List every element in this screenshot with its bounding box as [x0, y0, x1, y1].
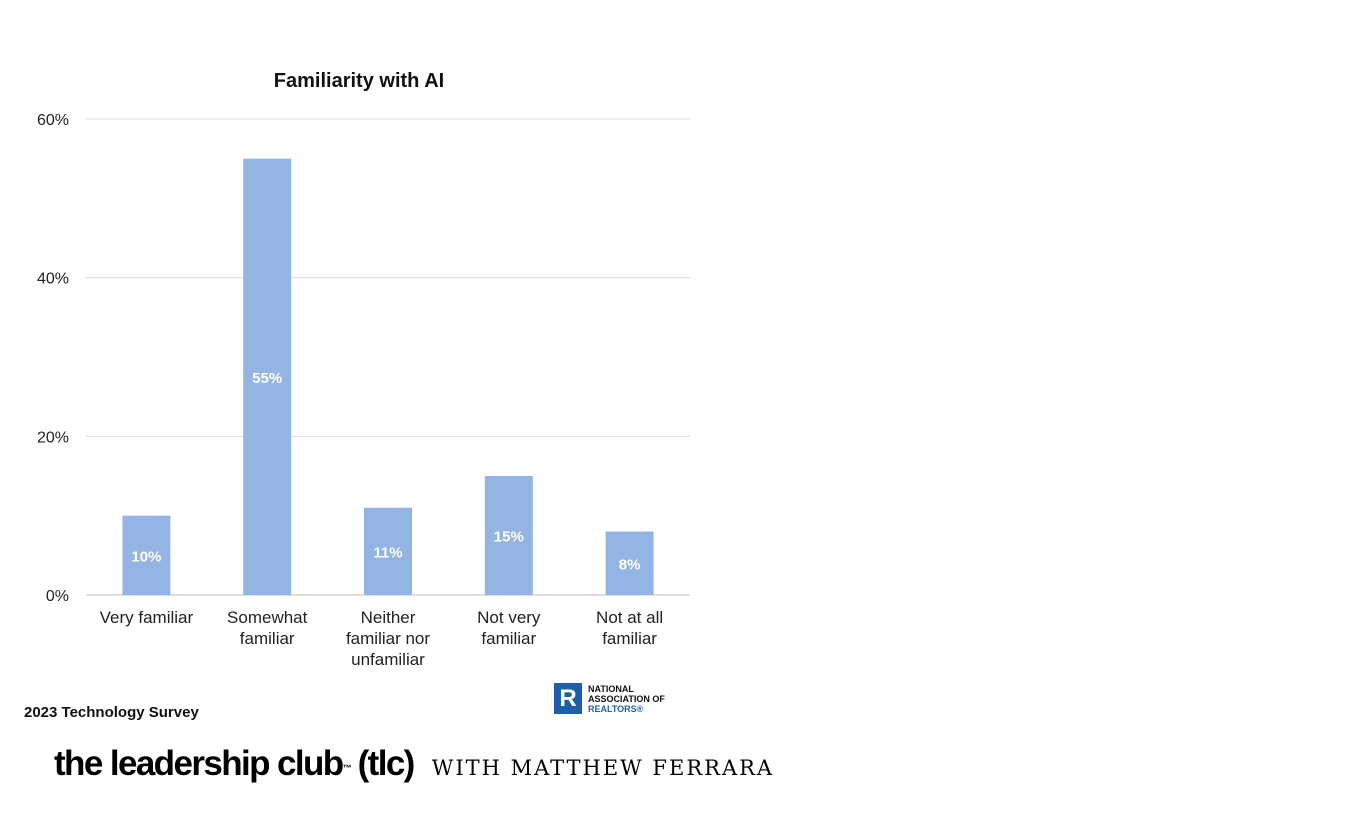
nar-line-3: REALTORS® — [588, 703, 644, 714]
bar-value-label: 10% — [131, 548, 161, 565]
trademark-symbol: ™ — [342, 763, 352, 773]
x-tick-label: familiar — [602, 629, 657, 648]
brand-name: the leadership club — [54, 744, 344, 783]
brand-footer: the leadership club ™ (tlc) WITH MATTHEW … — [54, 744, 774, 784]
bar — [122, 515, 171, 595]
nar-line-2: ASSOCIATION OF — [588, 693, 665, 704]
nar-line-1: NATIONAL — [588, 683, 634, 694]
x-tick-label: Very familiar — [100, 608, 194, 627]
x-tick-label: Neither — [361, 608, 416, 627]
y-tick-label: 60% — [37, 112, 69, 129]
x-tick-label: Somewhat — [227, 608, 308, 627]
y-axis: 0% 20% 40% 60% — [37, 112, 69, 605]
realtor-r-icon: R — [554, 683, 582, 714]
chart: Familiarity with AI 0% 20% 40% 60% 10% 55% 11… — [37, 70, 690, 669]
y-tick-label: 0% — [46, 588, 69, 605]
bar-value-label: 15% — [494, 529, 524, 546]
brand-host: WITH MATTHEW FERRARA — [431, 756, 775, 780]
chart-title: Familiarity with AI — [274, 70, 444, 92]
bar-value-label: 11% — [373, 544, 402, 561]
bars — [122, 158, 654, 595]
x-axis: Very familiar Somewhat familiar Neither fami… — [100, 608, 664, 669]
bar — [484, 476, 533, 595]
nar-logo-text: NATIONAL ASSOCIATION OF REALTORS® — [588, 684, 665, 714]
x-tick-label: familiar nor — [346, 629, 430, 648]
bar — [243, 158, 292, 595]
bar-value-label: 55% — [252, 370, 282, 387]
nar-logo: R NATIONAL ASSOCIATION OF REALTORS® — [554, 683, 665, 714]
bar — [364, 507, 412, 595]
x-tick-label: Not very — [477, 608, 541, 627]
bar — [605, 531, 654, 595]
data-labels: 10% 55% 11% 15% 8% — [131, 370, 640, 573]
x-tick-label: Not at all — [596, 608, 663, 627]
bar-value-label: 8% — [619, 556, 641, 573]
x-tick-label: familiar — [240, 629, 295, 648]
y-tick-label: 40% — [37, 271, 69, 288]
x-tick-label: familiar — [481, 629, 536, 648]
x-tick-label: unfamiliar — [351, 650, 425, 669]
brand-abbreviation: (tlc) — [357, 744, 416, 783]
source-label: 2023 Technology Survey — [24, 704, 199, 721]
y-tick-label: 20% — [37, 429, 69, 446]
